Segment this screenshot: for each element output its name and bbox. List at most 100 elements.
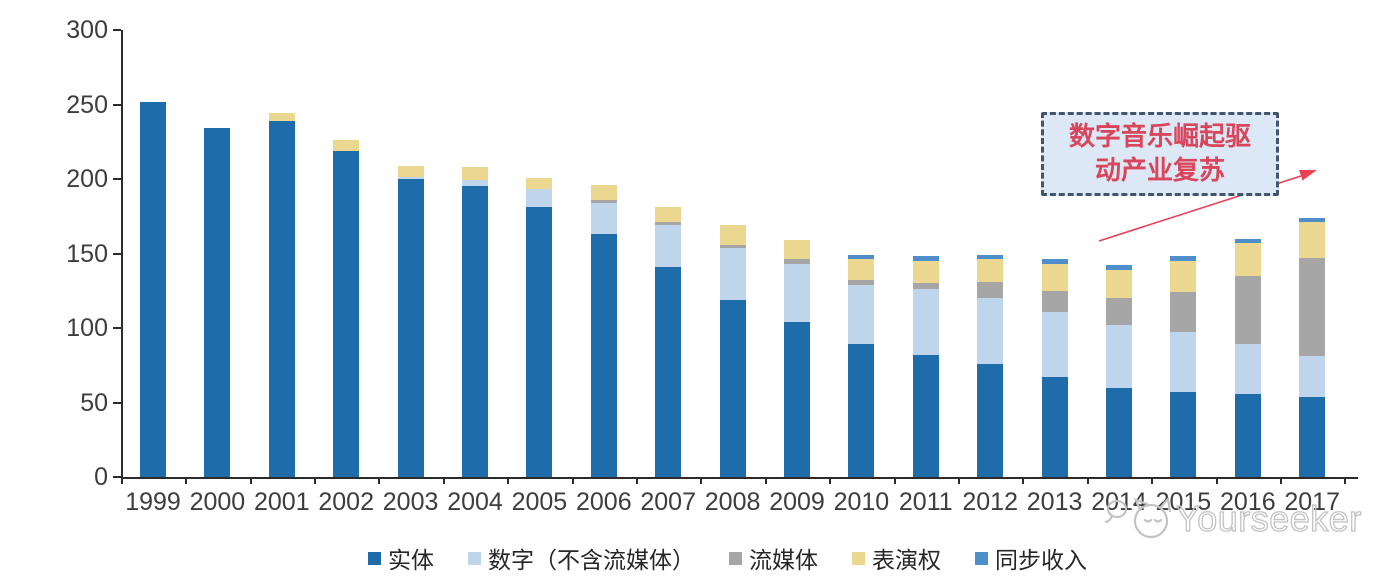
segment-2014 bbox=[1106, 324, 1132, 388]
segment-2011 bbox=[912, 289, 939, 355]
x-tick-label: 2004 bbox=[447, 488, 503, 516]
segment-2006 bbox=[590, 234, 617, 477]
y-tick-label: 150 bbox=[66, 239, 108, 268]
segment-2016 bbox=[1234, 344, 1261, 394]
segment-2008 bbox=[719, 247, 746, 300]
x-axis-tick bbox=[314, 477, 316, 484]
y-axis-tick bbox=[113, 327, 121, 329]
segment-2012 bbox=[977, 363, 1004, 477]
segment-2000 bbox=[204, 128, 231, 477]
segment-2003 bbox=[397, 165, 424, 178]
segment-2006 bbox=[590, 199, 617, 203]
annotation-arrow-head bbox=[1299, 170, 1317, 181]
segment-2005 bbox=[526, 189, 553, 208]
legend-swatch bbox=[368, 551, 381, 565]
legend-item: 流媒体 bbox=[729, 541, 818, 575]
y-axis-tick bbox=[113, 103, 121, 106]
bar-2005 bbox=[526, 177, 553, 477]
segment-2014 bbox=[1106, 387, 1132, 477]
segment-2007 bbox=[655, 225, 682, 267]
y-axis-tick bbox=[113, 401, 121, 404]
y-tick-label: 50 bbox=[80, 388, 108, 417]
bar-2003 bbox=[397, 165, 424, 477]
segment-2011 bbox=[912, 256, 939, 261]
x-axis-tick bbox=[1086, 477, 1089, 484]
segment-2013 bbox=[1041, 290, 1068, 312]
segment-2011 bbox=[912, 354, 939, 477]
segment-2017 bbox=[1299, 396, 1326, 477]
segment-2002 bbox=[333, 140, 360, 151]
x-tick-label: 2013 bbox=[1026, 488, 1083, 516]
segment-2017 bbox=[1299, 257, 1326, 357]
x-axis-tick bbox=[120, 477, 123, 484]
segment-2005 bbox=[526, 177, 553, 190]
segment-2014 bbox=[1106, 265, 1132, 270]
y-tick-label: 300 bbox=[66, 16, 108, 44]
segment-2010 bbox=[848, 284, 875, 345]
bar-2016 bbox=[1234, 238, 1261, 477]
x-tick-label: 2016 bbox=[1219, 488, 1276, 516]
x-tick-label: 2000 bbox=[189, 488, 246, 516]
segment-2014 bbox=[1106, 269, 1132, 299]
x-tick-label: 2006 bbox=[575, 488, 632, 516]
segment-2013 bbox=[1041, 259, 1068, 264]
x-axis-tick bbox=[636, 477, 638, 484]
x-axis-tick bbox=[1280, 477, 1282, 484]
segment-2015 bbox=[1170, 260, 1197, 293]
watermark-logo-icon bbox=[1104, 496, 1172, 539]
legend-item: 同步收入 bbox=[975, 541, 1087, 575]
segment-2006 bbox=[590, 202, 617, 235]
segment-2012 bbox=[977, 298, 1004, 364]
legend-label: 流媒体 bbox=[749, 548, 818, 574]
legend: 实体 数字（不含流媒体） 流媒体 表演权 同步收入 bbox=[368, 541, 1087, 575]
x-axis-tick bbox=[1344, 477, 1347, 484]
annotation-text-line1: 数字音乐崛起驱 bbox=[1068, 121, 1251, 152]
bar-2010 bbox=[848, 254, 875, 477]
x-axis-line bbox=[121, 477, 1358, 479]
y-tick-label: 0 bbox=[94, 463, 108, 491]
x-tick-label: 2008 bbox=[704, 488, 761, 516]
bar-1999 bbox=[140, 101, 166, 477]
segment-2010 bbox=[848, 344, 875, 477]
x-axis-tick bbox=[571, 477, 574, 484]
segment-2009 bbox=[784, 263, 810, 323]
bar-2011 bbox=[912, 256, 939, 477]
x-axis-tick bbox=[1151, 477, 1154, 484]
bar-2001 bbox=[268, 113, 295, 477]
segment-2016 bbox=[1234, 243, 1261, 276]
y-axis-line bbox=[121, 30, 123, 479]
x-axis-tick bbox=[893, 477, 896, 484]
y-axis-tick bbox=[113, 29, 121, 31]
segment-2007 bbox=[655, 266, 682, 477]
segment-2003 bbox=[397, 177, 424, 179]
legend-swatch bbox=[468, 551, 481, 565]
segment-2015 bbox=[1170, 392, 1197, 477]
segment-2004 bbox=[462, 186, 488, 477]
segment-2016 bbox=[1234, 275, 1261, 345]
x-axis-tick bbox=[1022, 477, 1025, 484]
segment-2015 bbox=[1170, 256, 1197, 261]
x-tick-label: 2001 bbox=[253, 488, 310, 516]
bar-2006 bbox=[590, 184, 617, 477]
y-tick-label: 200 bbox=[66, 165, 108, 193]
segment-1999 bbox=[140, 101, 166, 477]
x-axis-tick bbox=[507, 477, 510, 484]
y-axis-tick bbox=[113, 476, 121, 478]
y-tick-label: 250 bbox=[66, 90, 108, 119]
segment-2008 bbox=[719, 225, 746, 245]
bar-2000 bbox=[204, 128, 231, 477]
watermark: Yourseeker bbox=[1104, 490, 1394, 550]
bar-2002 bbox=[333, 140, 360, 477]
y-axis-tick bbox=[113, 252, 121, 255]
segment-2015 bbox=[1170, 292, 1197, 333]
legend-item: 实体 bbox=[368, 541, 434, 575]
segment-2007 bbox=[655, 222, 682, 226]
x-tick-label: 2005 bbox=[511, 488, 568, 516]
segment-2001 bbox=[268, 120, 295, 477]
segment-2016 bbox=[1234, 393, 1261, 477]
segment-2005 bbox=[526, 207, 553, 477]
x-axis-tick bbox=[185, 477, 188, 484]
x-tick-label: 2003 bbox=[382, 488, 439, 516]
segment-2011 bbox=[912, 260, 939, 284]
